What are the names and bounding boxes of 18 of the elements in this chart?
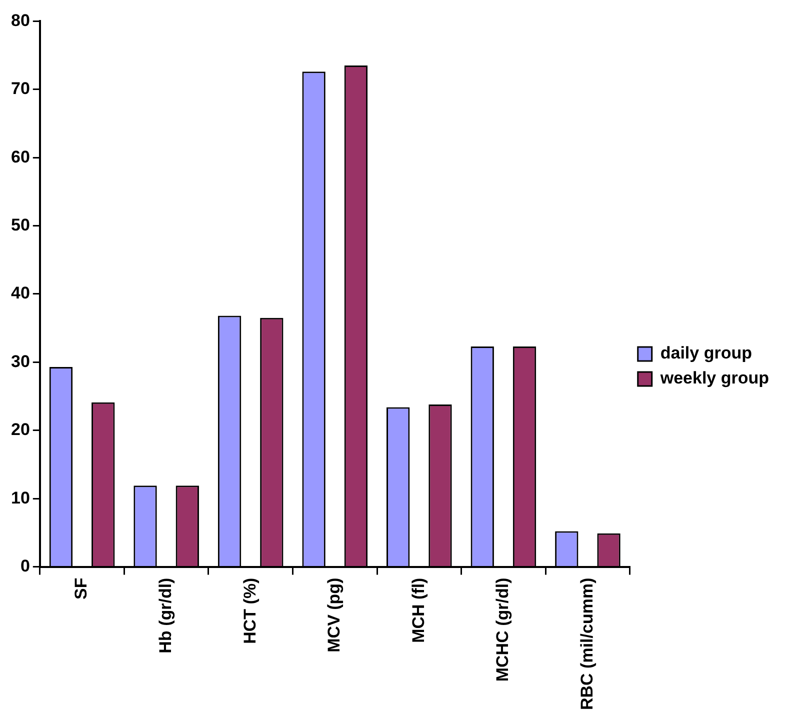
x-tick-label: MCV (pg)	[324, 578, 344, 652]
x-tick-label: RBC (mil/cumm)	[577, 578, 596, 710]
y-tick-label: 20	[10, 420, 30, 440]
x-tick-label: SF	[72, 578, 91, 600]
legend-label: daily group	[660, 344, 752, 363]
x-tick-label: MCH (fl)	[408, 578, 428, 643]
y-tick-label: 30	[10, 352, 30, 371]
y-tick-label: 0	[20, 556, 30, 576]
y-tick-label: 60	[10, 147, 30, 166]
x-tick-label: HCT (%)	[240, 578, 260, 644]
y-tick-label: 10	[10, 488, 30, 508]
legend-label: weekly group	[659, 368, 769, 388]
y-tick-label: 40	[10, 284, 30, 303]
y-tick-label: 50	[10, 215, 30, 234]
x-tick-label: Hb (gr/dl)	[156, 578, 176, 654]
y-tick-label: 80	[10, 10, 30, 30]
y-tick-label: 70	[10, 79, 30, 98]
x-tick-label: MCHC (gr/dl)	[493, 578, 512, 682]
